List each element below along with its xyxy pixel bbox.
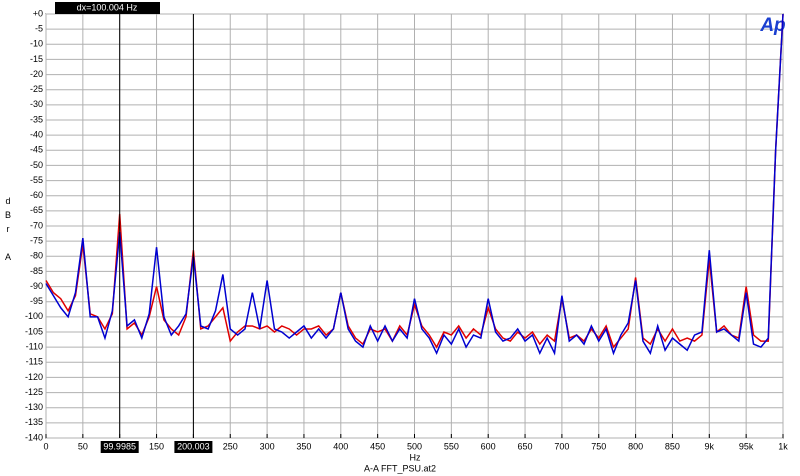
x-tick-label: 50 [78, 441, 88, 451]
y-tick-label: -100 [25, 311, 43, 321]
x-tick-label: 400 [333, 441, 348, 451]
x-tick-label: 800 [628, 441, 643, 451]
y-tick-label: -135 [25, 417, 43, 427]
x-tick-label: 750 [591, 441, 606, 451]
y-axis-title: dBr A [3, 196, 13, 266]
y-tick-label: -45 [30, 145, 43, 155]
x-tick-label: 300 [260, 441, 275, 451]
y-tick-label: -20 [30, 69, 43, 79]
x-tick-label: 700 [554, 441, 569, 451]
y-tick-label: -55 [30, 175, 43, 185]
x-tick-label: 150 [149, 441, 164, 451]
x-tick-label: 350 [296, 441, 311, 451]
y-tick-label: -105 [25, 326, 43, 336]
cursor-label-box [174, 441, 213, 453]
cursor-label: 99.9985 [103, 441, 136, 451]
x-tick-label: 850 [665, 441, 680, 451]
annotation: dx=100.004 Hz [77, 2, 138, 12]
x-axis-title: Hz [410, 452, 421, 462]
y-tick-label: -10 [30, 39, 43, 49]
x-tick-label: 450 [370, 441, 385, 451]
x-tick-label: 9k [705, 441, 715, 451]
y-tick-label: -110 [26, 342, 43, 352]
y-tick-label: -15 [30, 54, 43, 64]
x-tick-label: 500 [407, 441, 422, 451]
y-tick-label: -75 [30, 236, 43, 246]
x-tick-label: 650 [518, 441, 533, 451]
y-tick-label: -95 [30, 296, 43, 306]
y-tick-label: -90 [30, 281, 43, 291]
y-tick-label: -5 [35, 24, 43, 34]
x-tick-label: 550 [444, 441, 459, 451]
y-tick-label: -40 [30, 130, 43, 140]
y-tick-label: +0 [33, 8, 43, 18]
y-tick-label: -120 [25, 372, 43, 382]
logo: Ap [759, 15, 785, 36]
y-tick-label: -85 [30, 266, 43, 276]
y-tick-label: -35 [30, 114, 43, 124]
y-tick-label: -70 [30, 220, 43, 230]
y-tick-label: -50 [30, 160, 43, 170]
x-tick-label: 250 [223, 441, 238, 451]
y-tick-label: -60 [30, 190, 43, 200]
y-tick-label: -80 [30, 251, 43, 261]
annotation-box [55, 2, 160, 14]
chart-title: A-A FFT_PSU.at2 [364, 463, 436, 473]
y-tick-label: -140 [25, 432, 43, 442]
y-tick-label: -125 [25, 387, 43, 397]
x-tick-label: 95k [739, 441, 754, 451]
x-tick-label: 600 [481, 441, 496, 451]
y-tick-label: -65 [30, 205, 43, 215]
cursor-label: 200.003 [177, 441, 210, 451]
cursor-label-box [100, 441, 139, 453]
y-tick-label: -25 [30, 84, 43, 94]
y-tick-label: -115 [26, 357, 43, 367]
y-tick-label: -130 [25, 402, 43, 412]
x-tick-label: 0 [43, 441, 48, 451]
series-line [45, 13, 784, 356]
y-tick-label: -30 [30, 99, 43, 109]
x-tick-label: 1k [778, 441, 788, 451]
